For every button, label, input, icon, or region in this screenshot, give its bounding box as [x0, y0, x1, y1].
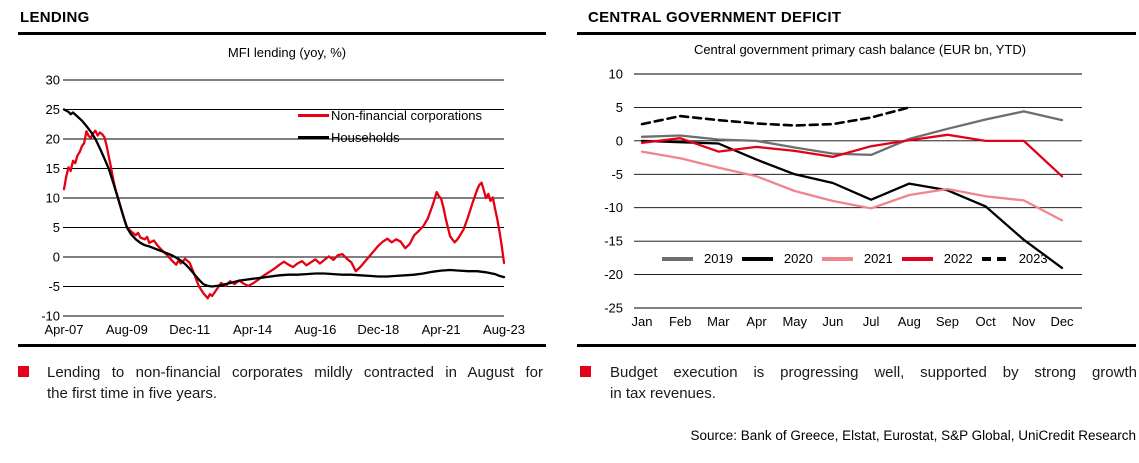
households-line-swatch	[298, 135, 329, 139]
deficit-bullet-marker	[580, 366, 591, 377]
x-tick-Apr-21: Apr-21	[422, 322, 461, 337]
y-tick-30: 30	[46, 73, 60, 88]
source-note: Source: Bank of Greece, Elstat, Eurostat…	[690, 428, 1136, 443]
line-2019-swatch	[662, 256, 693, 261]
x-tick-Aug-16: Aug-16	[294, 322, 336, 337]
legend-label-2022: 2022	[943, 251, 973, 266]
x-tick-Apr-07: Apr-07	[44, 322, 83, 337]
deficit-bullet-text: Budget execution is progressing well, su…	[610, 362, 1137, 404]
bullet-line: the first time in five years.	[47, 385, 218, 402]
x-tick-Oct: Oct	[976, 314, 997, 329]
x-tick-Dec-11: Dec-11	[169, 322, 210, 337]
lending-header-rule	[18, 32, 546, 35]
x-tick-Sep: Sep	[936, 314, 959, 329]
lending-bullet-marker	[18, 366, 29, 377]
y-tick--10: -10	[604, 200, 623, 215]
y-tick-5: 5	[53, 220, 60, 235]
x-tick-Mar: Mar	[707, 314, 730, 329]
lending-bottom-rule	[18, 344, 546, 347]
line-2022-swatch	[901, 256, 933, 261]
x-tick-Jul: Jul	[863, 314, 880, 329]
x-tick-Dec-18: Dec-18	[357, 322, 399, 337]
nfc-line-swatch	[298, 113, 329, 117]
x-tick-Apr-14: Apr-14	[233, 322, 272, 337]
y-tick--25: -25	[604, 301, 623, 316]
legend-item-households: Households	[298, 126, 482, 148]
x-tick-Nov: Nov	[1012, 314, 1036, 329]
x-tick-Aug: Aug	[898, 314, 921, 329]
y-tick-10: 10	[609, 67, 623, 82]
y-tick-25: 25	[46, 102, 60, 117]
y-tick--5: -5	[48, 279, 60, 294]
x-tick-Aug-09: Aug-09	[106, 322, 148, 337]
bullet-line: Budget execution is progressing well, su…	[610, 364, 1137, 381]
x-tick-Jan: Jan	[632, 314, 653, 329]
x-tick-Aug-23: Aug-23	[483, 322, 525, 337]
deficit-header-rule	[577, 32, 1136, 35]
series-line-2021	[640, 150, 1064, 222]
deficit-bottom-rule	[577, 344, 1136, 347]
series-line-2019	[640, 110, 1064, 157]
series-line-2023	[640, 106, 911, 127]
x-tick-Feb: Feb	[669, 314, 691, 329]
mfi-lending-chart-title: MFI lending (yoy, %)	[228, 45, 346, 60]
series-line-2022	[640, 133, 1064, 178]
line-2021-swatch	[821, 256, 853, 261]
lending-bullet-text: Lending to non-financial corporates mild…	[47, 362, 543, 404]
line-2020-swatch	[741, 256, 773, 261]
legend-label-2021: 2021	[863, 251, 893, 266]
y-tick-5: 5	[616, 100, 623, 115]
cash-balance-legend: 2019 2020 2021 2022 2023	[662, 251, 1048, 266]
x-tick-Jun: Jun	[822, 314, 843, 329]
mfi-lending-legend: Non-financial corporations Households	[298, 104, 482, 148]
x-tick-Dec: Dec	[1050, 314, 1074, 329]
cash-balance-chart: Central government primary cash balance …	[604, 42, 1082, 329]
cash-balance-chart-title: Central government primary cash balance …	[694, 42, 1026, 57]
y-tick--15: -15	[604, 234, 623, 249]
legend-label-2023: 2023	[1018, 251, 1048, 266]
bullet-line: in tax revenues.	[610, 385, 716, 402]
lending-section-header: LENDING	[20, 9, 90, 26]
legend-item-nfc: Non-financial corporations	[298, 104, 482, 126]
legend-label-nfc: Non-financial corporations	[331, 107, 483, 123]
y-tick--10: -10	[41, 309, 60, 324]
series-line-non-financial-corporations	[62, 129, 506, 300]
legend-label-households: Households	[331, 129, 400, 145]
y-tick-20: 20	[46, 132, 60, 147]
y-tick-0: 0	[616, 133, 623, 148]
y-tick--20: -20	[604, 267, 623, 282]
series-line-2020	[640, 139, 1064, 270]
y-tick-10: 10	[46, 191, 60, 206]
series-line-households	[62, 108, 506, 288]
legend-label-2019: 2019	[704, 251, 733, 266]
line-2023-swatch	[981, 256, 1008, 261]
x-tick-May: May	[782, 314, 807, 329]
deficit-section-header: CENTRAL GOVERNMENT DEFICIT	[588, 9, 842, 26]
mfi-lending-chart: MFI lending (yoy, %) 302520151050-5-10Ap…	[41, 45, 525, 337]
y-tick--5: -5	[611, 167, 623, 182]
legend-label-2020: 2020	[783, 251, 813, 266]
x-tick-Apr: Apr	[746, 314, 767, 329]
y-tick-15: 15	[46, 161, 60, 176]
y-tick-0: 0	[53, 250, 60, 265]
bullet-line: Lending to non-financial corporates mild…	[47, 364, 543, 381]
